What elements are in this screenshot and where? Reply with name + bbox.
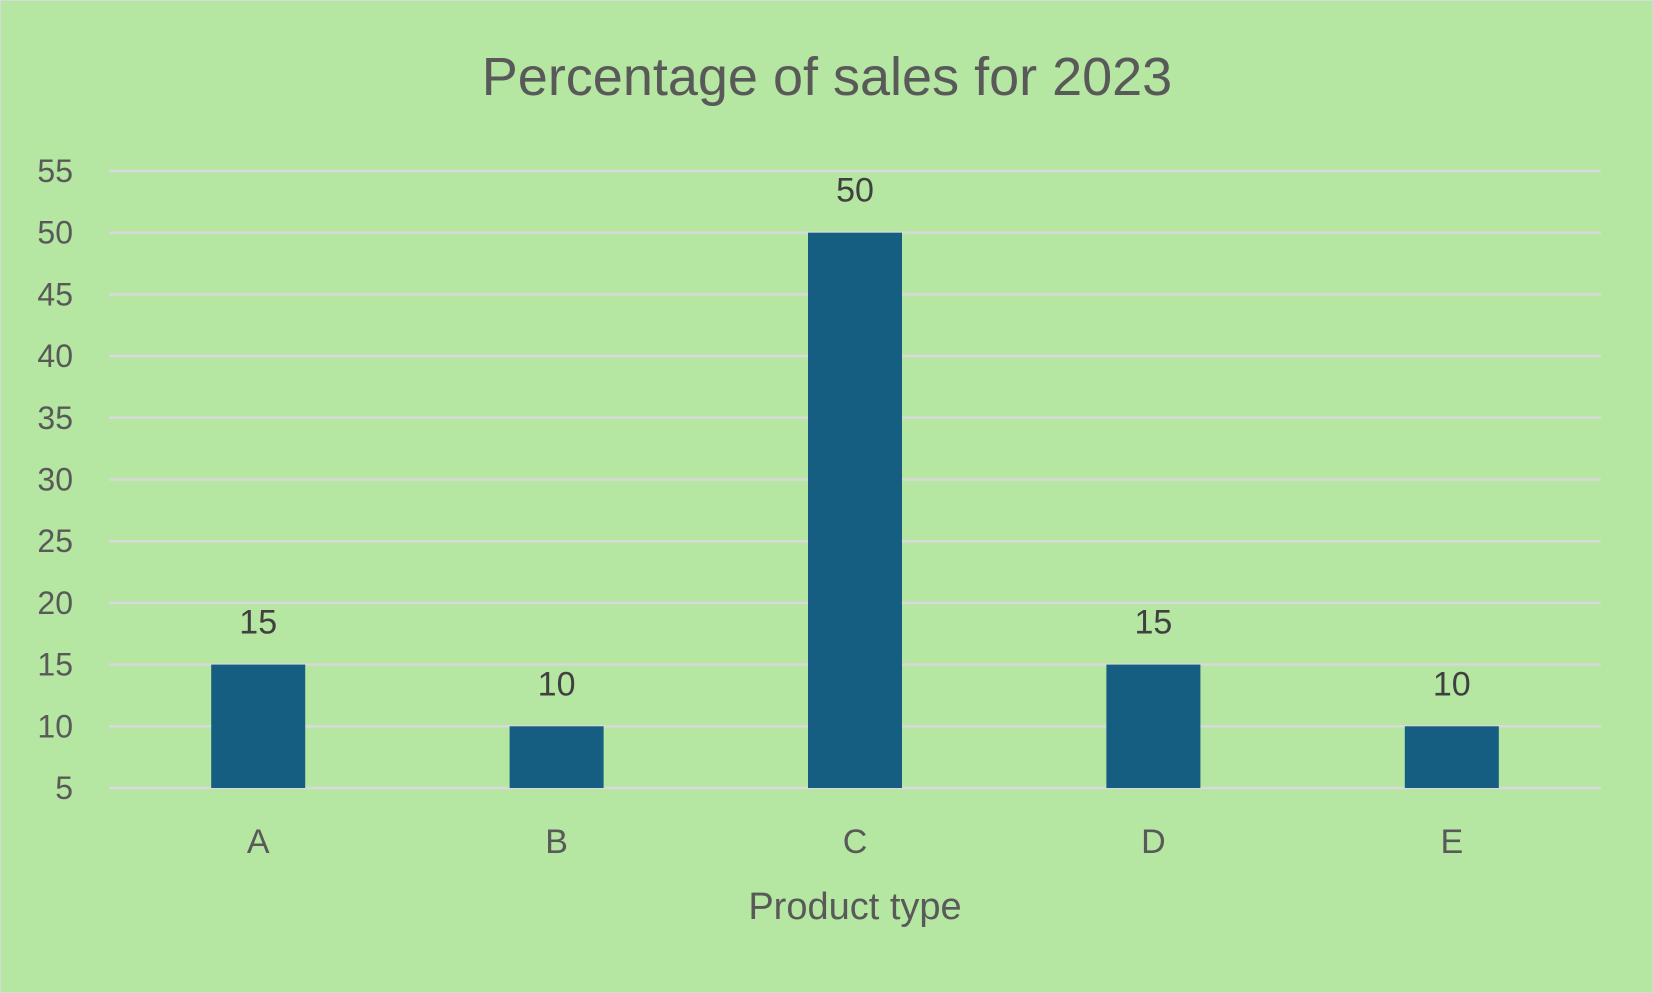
y-axis-ticks: 5 10 15 20 25 30 35 40 45 50 55 [37,153,73,806]
x-axis-ticks: A B C D E [247,823,1463,861]
bar-b [509,726,604,788]
x-axis-label: Product type [748,886,961,928]
data-label: 10 [538,665,576,703]
x-tick-label: B [545,823,568,861]
y-tick-label: 55 [37,153,73,189]
x-tick-label: A [247,823,270,861]
y-tick-label: 10 [37,708,73,744]
x-tick-label: C [843,823,868,861]
y-tick-label: 25 [37,523,73,559]
y-tick-label: 15 [37,647,73,683]
bar-e [1404,726,1499,788]
y-tick-label: 5 [55,770,73,806]
data-labels: 15 10 50 15 10 [239,172,1470,704]
bars [211,232,1499,788]
x-tick-label: D [1141,823,1166,861]
y-tick-label: 40 [37,338,73,374]
x-tick-label: E [1440,823,1463,861]
data-label: 15 [1134,604,1172,642]
bar-c [808,232,902,788]
data-label: 50 [836,172,874,210]
data-label: 15 [239,604,277,642]
bar-a [211,664,306,788]
y-tick-label: 35 [37,400,73,436]
chart-title: Percentage of sales for 2023 [482,47,1172,107]
y-tick-label: 45 [37,276,73,312]
data-label: 10 [1433,665,1471,703]
y-tick-label: 50 [37,215,73,251]
y-tick-label: 20 [37,585,73,621]
bar-d [1106,664,1201,788]
y-tick-label: 30 [37,462,73,498]
